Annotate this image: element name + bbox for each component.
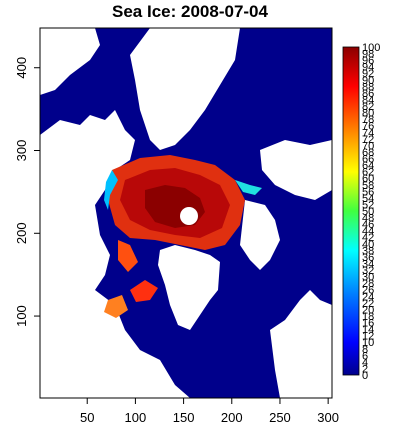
colorbar-tick-label: 8 xyxy=(362,344,368,356)
plot-frame xyxy=(39,27,333,399)
colorbar-tick-label: 56 xyxy=(362,186,374,198)
colorbar-tick-label: 42 xyxy=(362,232,374,244)
x-tick-label: 250 xyxy=(269,410,291,425)
colorbar-tick-label: 4 xyxy=(362,357,368,369)
y-tick-label: 300 xyxy=(14,140,29,162)
sea-ice-core xyxy=(104,155,262,318)
y-tick-label: 400 xyxy=(14,57,29,79)
colorbar-tick-label: 68 xyxy=(362,147,374,159)
svalbard-region xyxy=(240,200,280,270)
colorbar-tick-label: 66 xyxy=(362,154,374,166)
colorbar-tick-label: 18 xyxy=(362,311,374,323)
colorbar-tick-label: 58 xyxy=(362,180,374,192)
x-tick-label: 50 xyxy=(80,410,94,425)
colorbar-tick-label: 84 xyxy=(362,94,374,106)
pole-hole xyxy=(180,207,198,225)
colorbar-tick-label: 70 xyxy=(362,140,374,152)
colorbar-tick-label: 86 xyxy=(362,88,374,100)
colorbar-tick-label: 26 xyxy=(362,285,374,297)
north-america-land xyxy=(40,110,190,398)
colorbar-tick-label: 24 xyxy=(362,291,374,303)
colorbar-tick-label: 94 xyxy=(362,62,374,74)
colorbar-tick-label: 44 xyxy=(362,226,374,238)
colorbar-tick-label: 98 xyxy=(362,49,374,61)
land-masses xyxy=(40,28,332,398)
colorbar-tick-label: 14 xyxy=(362,324,374,336)
colorbar-tick-label: 20 xyxy=(362,304,374,316)
colorbar-tick-label: 34 xyxy=(362,258,374,270)
colorbar-tick-label: 90 xyxy=(362,75,374,87)
x-tick-label: 300 xyxy=(317,410,339,425)
x-tick-label: 200 xyxy=(221,410,243,425)
plot-area xyxy=(39,27,333,399)
colorbar-tick-label: 76 xyxy=(362,121,374,133)
siberia-land-top xyxy=(130,28,240,150)
colorbar-tick-label: 54 xyxy=(362,193,374,205)
colorbar-tick-label: 64 xyxy=(362,160,374,172)
y-tick-label: 200 xyxy=(14,222,29,244)
colorbar-tick-label: 32 xyxy=(362,265,374,277)
colorbar-tick-label: 0 xyxy=(362,370,368,382)
colorbar-tick-label: 10 xyxy=(362,337,374,349)
colorbar-tick-label: 92 xyxy=(362,68,374,80)
colorbar-tick-label: 78 xyxy=(362,114,374,126)
colorbar-tick-label: 22 xyxy=(362,298,374,310)
colorbar-tick-label: 6 xyxy=(362,350,368,362)
russia-land-right xyxy=(260,140,332,200)
colorbar: 1009896949290888684828078767472706866646… xyxy=(342,42,380,382)
colorbar-tick-label: 100 xyxy=(362,42,380,54)
colorbar-tick-label: 16 xyxy=(362,318,374,330)
colorbar-tick-label: 28 xyxy=(362,278,374,290)
x-tick-label: 100 xyxy=(125,410,147,425)
colorbar-tick-label: 38 xyxy=(362,245,374,257)
siberia-land-upper-left xyxy=(40,28,100,95)
colorbar-tick-label: 52 xyxy=(362,199,374,211)
europe-land xyxy=(270,290,332,398)
colorbar-gradient xyxy=(342,46,360,376)
greenland-land xyxy=(158,245,220,330)
colorbar-tick-label: 12 xyxy=(362,331,374,343)
colorbar-tick-label: 80 xyxy=(362,108,374,120)
colorbar-tick-label: 88 xyxy=(362,81,374,93)
colorbar-tick-label: 36 xyxy=(362,252,374,264)
colorbar-tick-label: 96 xyxy=(362,55,374,67)
colorbar-tick-label: 48 xyxy=(362,213,374,225)
y-axis: 100 200 300 400 xyxy=(14,57,40,327)
colorbar-tick-label: 62 xyxy=(362,167,374,179)
colorbar-tick-label: 30 xyxy=(362,272,374,284)
colorbar-tick-label: 40 xyxy=(362,239,374,251)
colorbar-tick-label: 72 xyxy=(362,134,374,146)
chart-title: Sea Ice: 2008-07-04 xyxy=(112,2,268,21)
colorbar-tick-label: 60 xyxy=(362,173,374,185)
x-axis: 50 100 150 200 250 300 xyxy=(80,398,339,425)
colorbar-tick-label: 2 xyxy=(362,363,368,375)
colorbar-tick-label: 50 xyxy=(362,206,374,218)
y-tick-label: 100 xyxy=(14,305,29,327)
x-tick-label: 150 xyxy=(173,410,195,425)
colorbar-tick-label: 82 xyxy=(362,101,374,113)
colorbar-tick-label: 74 xyxy=(362,127,374,139)
colorbar-tick-label: 46 xyxy=(362,219,374,231)
